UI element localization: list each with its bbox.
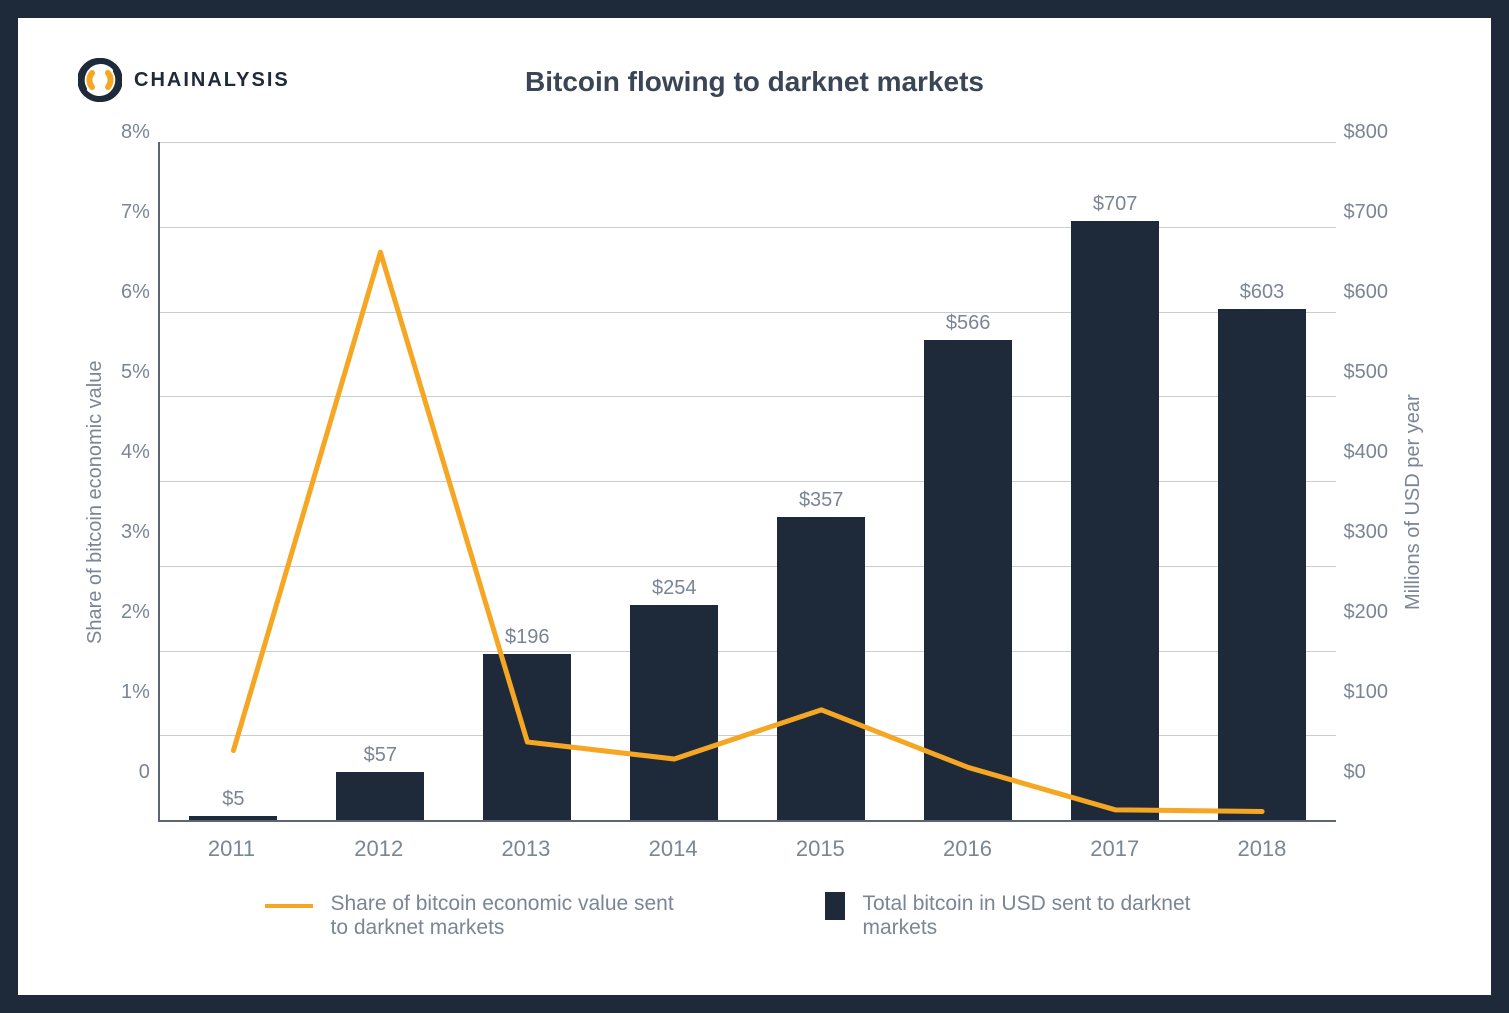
brand-name: CHAINALYSIS [134, 69, 290, 92]
x-axis: 20112012201320142015201620172018 [158, 822, 1336, 862]
legend-bar-label: Total bitcoin in USD sent to darknet mar… [863, 892, 1245, 940]
bar-slot: $254 [601, 142, 748, 820]
bar: $5 [189, 816, 277, 820]
bar: $603 [1218, 309, 1306, 820]
bar-value-label: $196 [505, 626, 550, 649]
chart-card: CHAINALYSIS Bitcoin flowing to darknet m… [18, 18, 1491, 995]
legend-line-label: Share of bitcoin economic value sent to … [331, 892, 685, 940]
y-left-label: Share of bitcoin economic value [78, 142, 113, 862]
bar: $357 [777, 517, 865, 820]
bar-value-label: $254 [652, 577, 697, 600]
x-tick: 2018 [1188, 822, 1335, 862]
plot-area: $5 $57 $196 $254 $357 $566 $707 $603 [158, 142, 1336, 822]
bar-slot: $5 [160, 142, 307, 820]
bar-value-label: $707 [1093, 193, 1138, 216]
x-tick: 2015 [747, 822, 894, 862]
legend-line-item: Share of bitcoin economic value sent to … [265, 892, 685, 940]
bar: $57 [336, 772, 424, 820]
x-tick: 2013 [452, 822, 599, 862]
chart-area: Share of bitcoin economic value 8%7%6%5%… [78, 142, 1431, 862]
bar-value-label: $57 [364, 744, 397, 767]
bar-value-label: $603 [1240, 281, 1285, 304]
bar: $196 [483, 654, 571, 820]
bar-slot: $357 [748, 142, 895, 820]
bar-value-label: $5 [222, 788, 244, 811]
brand-logo: CHAINALYSIS [78, 58, 290, 102]
legend-line-swatch [265, 904, 313, 908]
y-right-axis: $800$700$600$500$400$300$200$100$0 [1336, 142, 1397, 782]
y-right-label: Millions of USD per year [1396, 142, 1431, 862]
bar: $707 [1071, 221, 1159, 820]
bar: $254 [630, 605, 718, 820]
x-tick: 2017 [1041, 822, 1188, 862]
bar-value-label: $357 [799, 489, 844, 512]
bar-slot: $196 [454, 142, 601, 820]
x-tick: 2016 [894, 822, 1041, 862]
legend-bar-item: Total bitcoin in USD sent to darknet mar… [825, 892, 1245, 940]
bar-value-label: $566 [946, 312, 991, 335]
bar-slot: $603 [1189, 142, 1336, 820]
bar-slot: $566 [895, 142, 1042, 820]
chainalysis-icon [78, 58, 122, 102]
x-tick: 2011 [158, 822, 305, 862]
chart-title: Bitcoin flowing to darknet markets [525, 66, 984, 98]
bar-slot: $57 [307, 142, 454, 820]
x-tick: 2012 [305, 822, 452, 862]
legend: Share of bitcoin economic value sent to … [78, 892, 1431, 940]
legend-bar-swatch [825, 892, 845, 920]
bar-slot: $707 [1042, 142, 1189, 820]
bar: $566 [924, 340, 1012, 820]
x-tick: 2014 [600, 822, 747, 862]
y-left-axis: 8%7%6%5%4%3%2%1%0 [113, 142, 158, 782]
